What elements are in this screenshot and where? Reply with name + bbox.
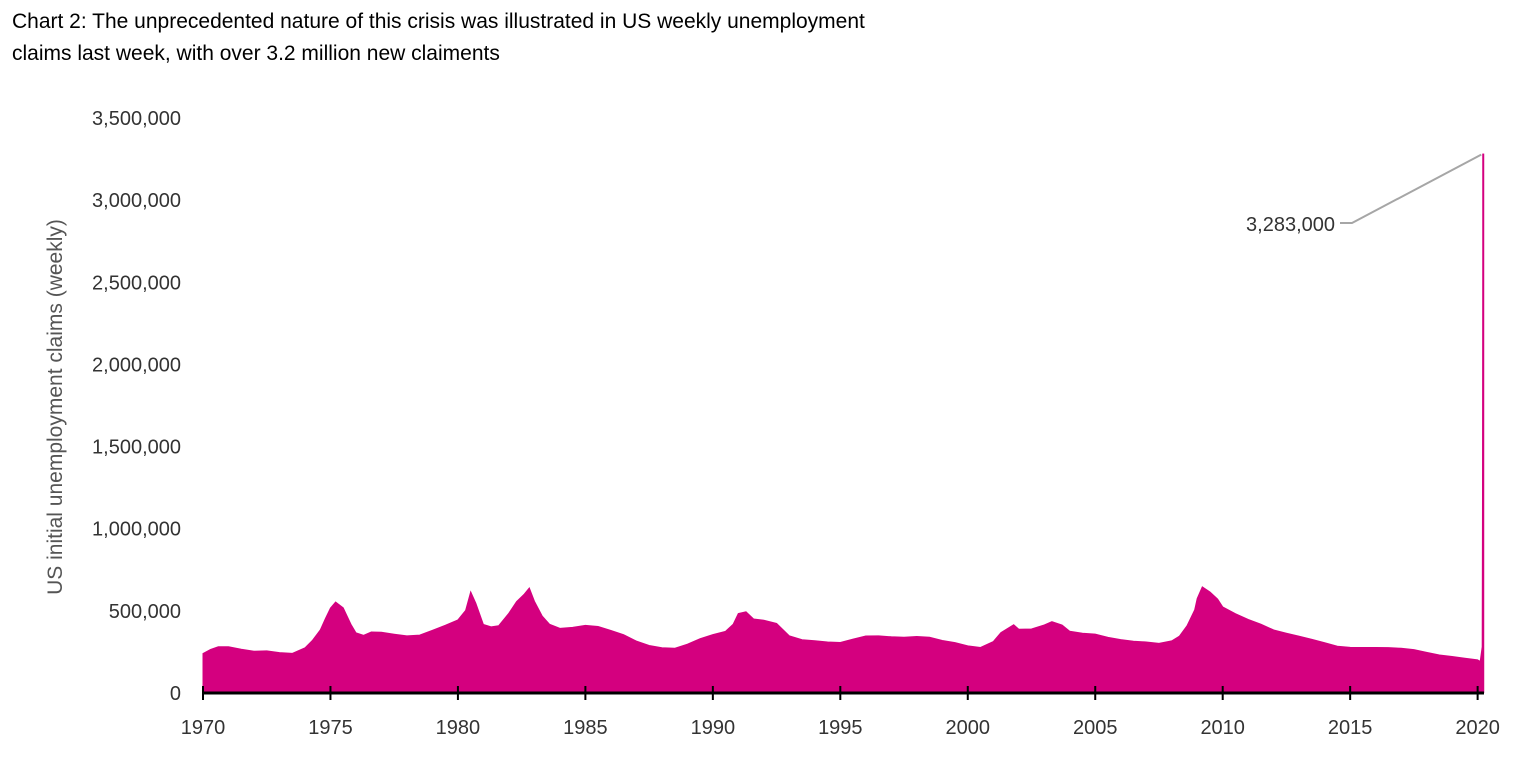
x-tick-label: 1980 [436,717,481,739]
y-axis-title: US initial unemployment claims (weekly) [44,219,67,595]
series-area-0 [202,153,1484,694]
x-tick-label: 1995 [818,717,863,739]
y-tick-label: 500,000 [109,601,181,623]
x-tick-label: 2000 [946,717,991,739]
x-tick-label: 2010 [1200,717,1245,739]
x-tick-label: 1975 [308,717,353,739]
y-tick-label: 2,500,000 [92,272,181,294]
x-axis-ticks: 1970 1975 1980 1985 1990 1995 2000 2005 2010 2015… [181,686,1500,739]
y-tick-label: 0 [170,683,181,705]
x-tick-label: 2015 [1328,717,1373,739]
x-tick-label: 1990 [691,717,736,739]
chart-title: Chart 2: The unprecedented nature of thi… [12,6,1212,70]
annotation-layer: 3,283,000 [1246,153,1482,236]
x-tick-label: 2005 [1073,717,1118,739]
annotation-leader-line [1340,153,1482,224]
y-tick-label: 3,000,000 [92,190,181,212]
y-tick-label: 1,500,000 [92,437,181,459]
y-tick-label: 3,500,000 [92,108,181,130]
chart-title-line-2: claims last week, with over 3.2 million … [12,42,500,65]
y-axis-ticks: 0 500,000 1,000,000 1,500,000 2,000,000 2,500… [92,108,181,705]
y-tick-label: 1,000,000 [92,519,181,541]
chart-title-line-1: Chart 2: The unprecedented nature of thi… [12,10,865,33]
annotation-label: 3,283,000 [1246,214,1335,236]
series-layer [202,153,1485,694]
y-tick-label: 2,000,000 [92,354,181,376]
x-tick-label: 1970 [181,717,226,739]
x-tick-label: 2020 [1455,717,1500,739]
x-tick-label: 1985 [563,717,608,739]
